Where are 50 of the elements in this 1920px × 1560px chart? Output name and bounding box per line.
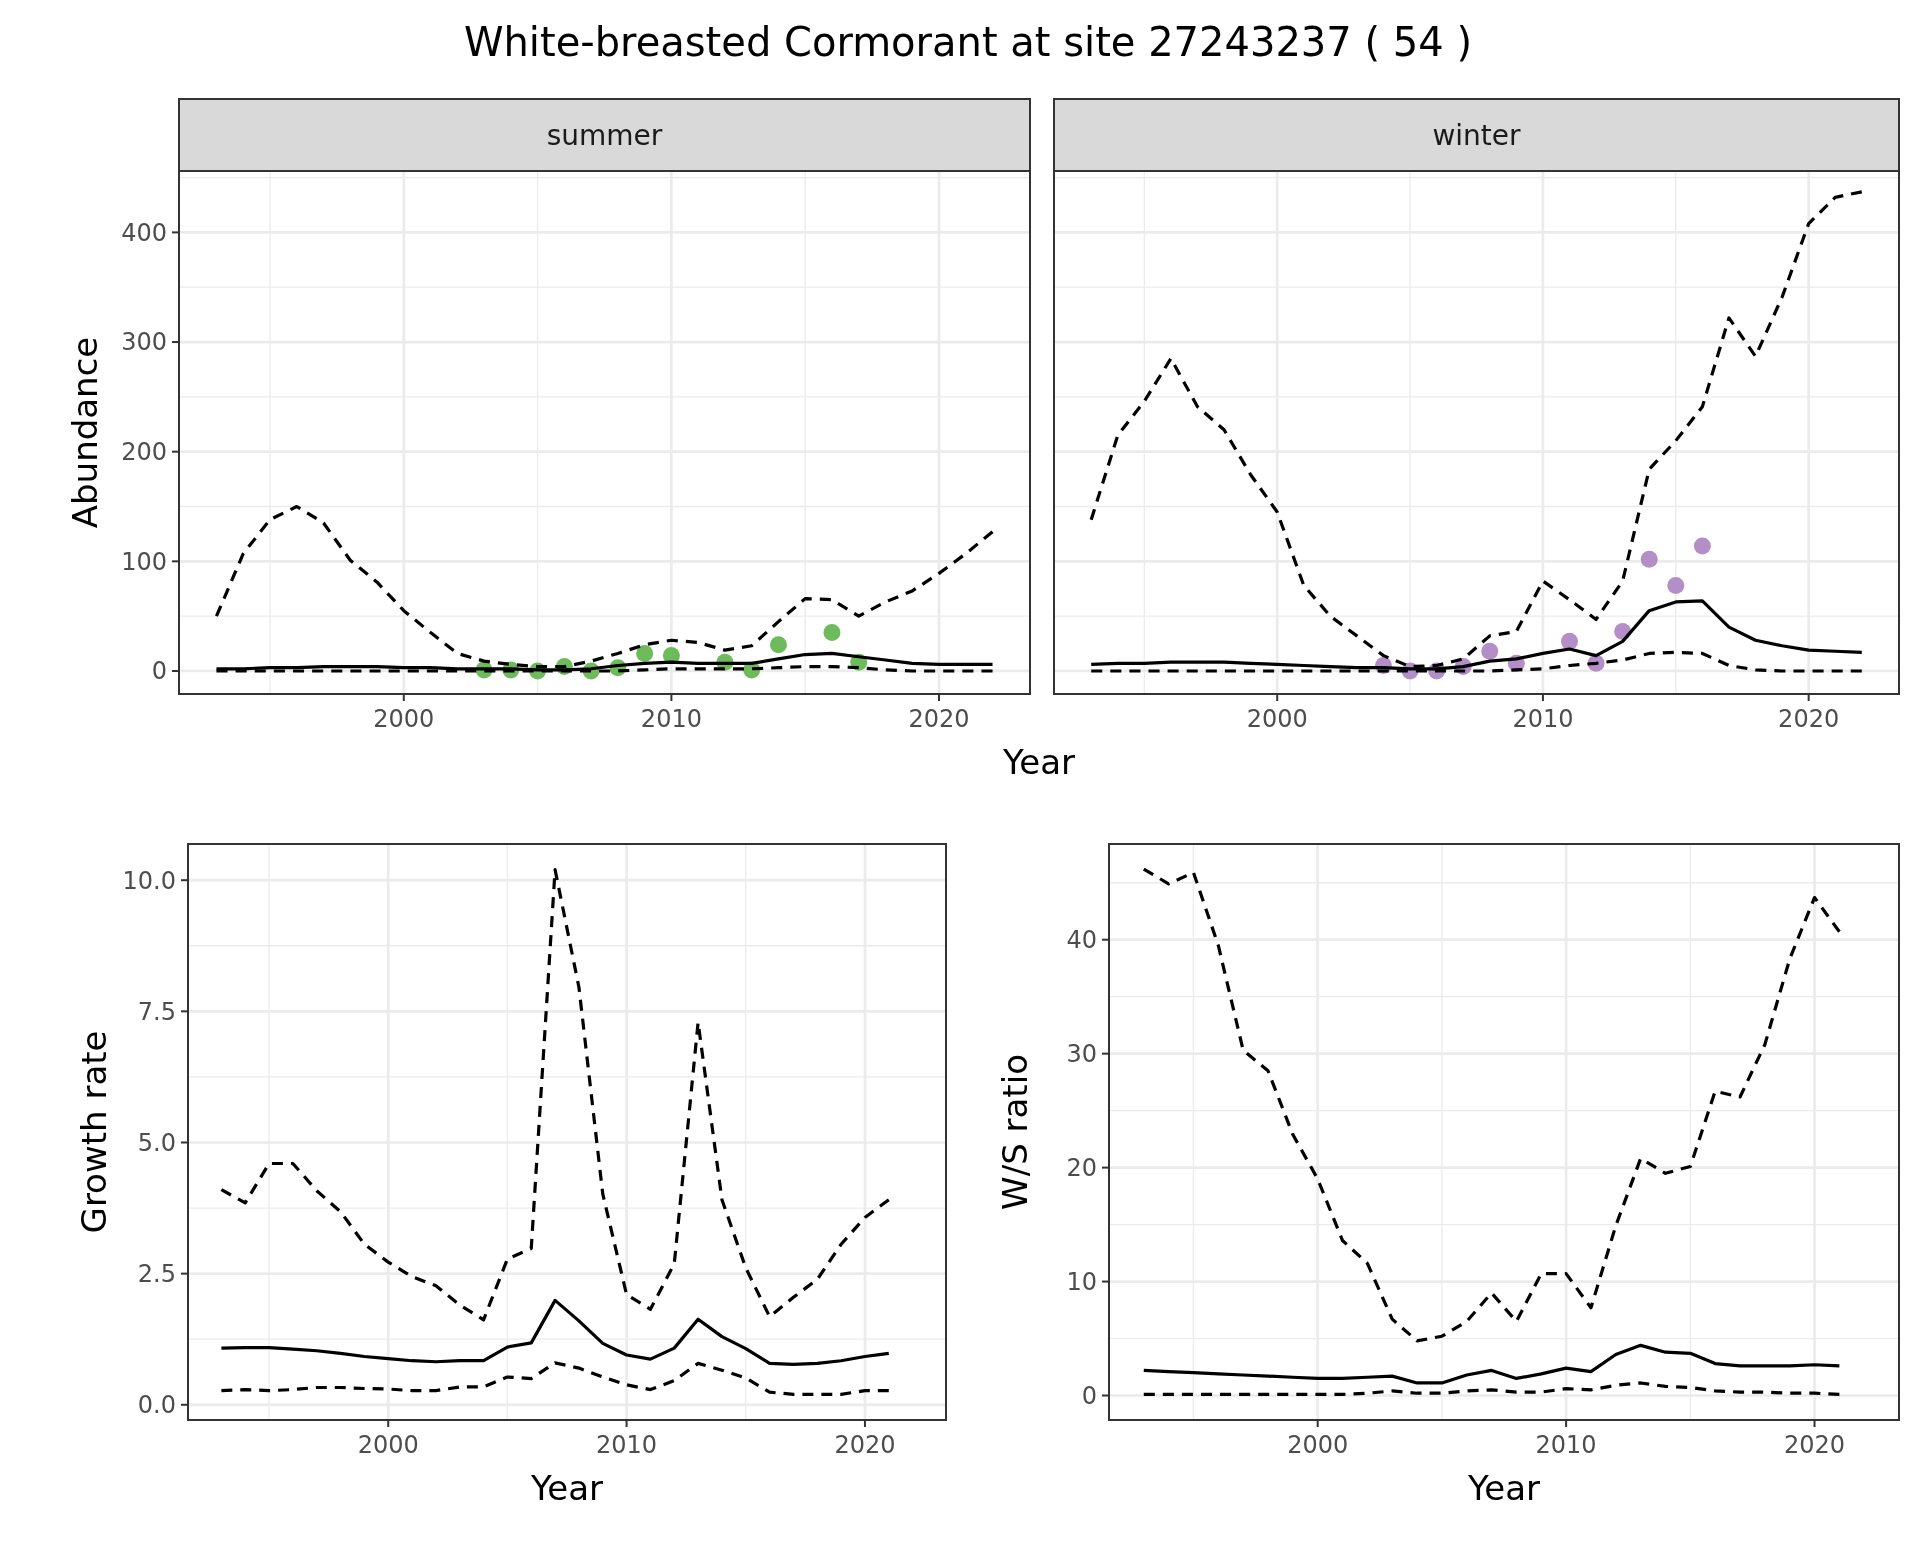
x-tick-label: 2020 <box>1784 1431 1846 1459</box>
y-tick-label: 0 <box>151 657 167 686</box>
x-tick-label: 2020 <box>834 1431 896 1459</box>
y-tick-label: 2.5 <box>137 1260 176 1289</box>
point <box>1640 550 1658 568</box>
chart-subtitle: winter <box>1432 118 1522 152</box>
point <box>1667 576 1685 594</box>
y-tick-label: 20 <box>1066 1154 1097 1183</box>
line-series <box>219 1298 891 1366</box>
y-tick-label: 0 <box>1081 1381 1097 1410</box>
x-tick-label: 2000 <box>357 1431 419 1459</box>
x-tick-label: 2000 <box>1246 705 1308 733</box>
point <box>1693 537 1711 555</box>
point <box>823 624 841 642</box>
line-series <box>219 868 891 1322</box>
y-tick-label: 400 <box>121 218 167 247</box>
y-axis-title: W/S ratio <box>995 1054 1035 1210</box>
line-series <box>1142 1343 1841 1385</box>
point <box>636 644 654 662</box>
line-series <box>1142 1381 1841 1396</box>
line-series <box>1142 867 1841 1343</box>
x-tick-label: 2020 <box>1778 705 1840 733</box>
chart-title: White-breasted Cormorant at site 27243237 ( 54 ) <box>463 19 1473 65</box>
x-tick-label: 2020 <box>908 705 970 733</box>
x-tick-label: 2010 <box>596 1431 658 1459</box>
y-tick-label: 40 <box>1066 926 1097 955</box>
line-series <box>219 1361 891 1396</box>
x-axis-title: Year <box>1467 1468 1541 1508</box>
y-tick-label: 0.0 <box>137 1391 176 1420</box>
y-axis-title: Growth rate <box>74 1030 114 1234</box>
x-axis-title: Year <box>1002 742 1076 782</box>
y-tick-label: 200 <box>121 438 167 467</box>
y-tick-label: 10 <box>1066 1267 1097 1296</box>
y-tick-label: 300 <box>121 328 167 357</box>
point <box>1561 632 1578 650</box>
chart-subtitle: summer <box>546 118 663 152</box>
x-tick-label: 2000 <box>1287 1431 1349 1459</box>
y-axis-title: Abundance <box>65 336 105 529</box>
point <box>769 636 787 654</box>
x-axis-title: Year <box>530 1468 604 1508</box>
x-tick-label: 2000 <box>373 705 435 733</box>
point <box>1481 642 1499 660</box>
x-tick-label: 2010 <box>1535 1431 1597 1459</box>
y-tick-label: 7.5 <box>137 997 176 1026</box>
x-tick-label: 2010 <box>640 705 702 733</box>
y-tick-label: 5.0 <box>137 1128 176 1157</box>
x-tick-label: 2010 <box>1512 705 1574 733</box>
y-tick-label: 10.0 <box>122 866 176 895</box>
y-tick-label: 100 <box>121 547 167 576</box>
y-tick-label: 30 <box>1066 1040 1097 1069</box>
